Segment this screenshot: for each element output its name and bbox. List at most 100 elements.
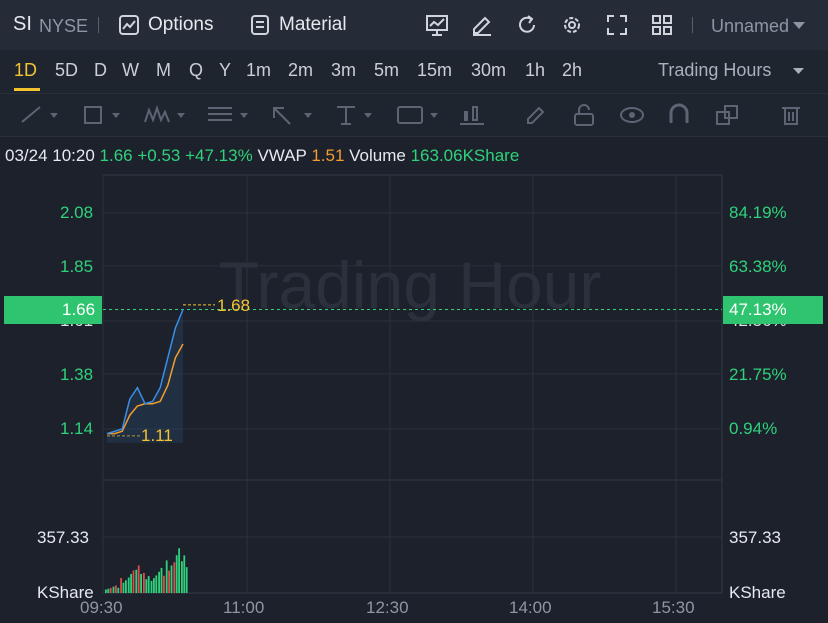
trash-icon[interactable] xyxy=(780,103,802,127)
indicator-icon[interactable] xyxy=(425,14,449,36)
arrow-tool-icon[interactable] xyxy=(270,104,316,126)
divider xyxy=(98,17,99,33)
percent-axis-label: 63.38% xyxy=(729,257,787,276)
rectangle-tool-icon[interactable] xyxy=(82,104,124,126)
layout-name-dropdown[interactable]: Unnamed xyxy=(711,16,790,36)
volume-axis-label: 357.33 xyxy=(37,528,89,547)
vwap-label: VWAP xyxy=(257,146,307,165)
trading-hour-watermark: Trading Hour xyxy=(219,248,602,322)
volume-bar xyxy=(105,589,107,593)
volume-bars xyxy=(105,548,188,593)
text-tool-icon[interactable] xyxy=(334,104,380,126)
layout-grid-icon[interactable] xyxy=(650,13,674,37)
candlestick-tool-icon[interactable] xyxy=(458,103,486,127)
volume-bar xyxy=(153,578,155,593)
volume-bar xyxy=(163,575,165,593)
timeframe-q[interactable]: Q xyxy=(189,60,204,80)
timeframe-3m[interactable]: 3m xyxy=(331,60,357,80)
timeframe-5d[interactable]: 5D xyxy=(55,60,79,80)
low-marker-label: 1.11 xyxy=(141,426,173,445)
volume-bar xyxy=(137,565,140,593)
top-bar: SI NYSE Options Material xyxy=(0,0,828,50)
time-axis-label: 15:30 xyxy=(652,598,695,617)
datetime-label: 03/24 10:20 xyxy=(5,146,95,165)
exchange-label: NYSE xyxy=(39,16,89,36)
drawing-toolbar xyxy=(0,93,828,137)
timeframe-2h[interactable]: 2h xyxy=(562,60,583,80)
symbol-label[interactable]: SI xyxy=(13,13,32,35)
volume-bar xyxy=(185,567,188,593)
timeframe-m[interactable]: M xyxy=(156,60,171,80)
volume-bar xyxy=(173,562,176,593)
volume-axis-unit: KShare xyxy=(729,583,786,602)
edit-icon[interactable] xyxy=(470,13,494,37)
refresh-icon[interactable] xyxy=(515,13,539,37)
annotation-tool-icon[interactable] xyxy=(396,104,442,126)
options-button[interactable]: Options xyxy=(148,14,214,35)
fullscreen-icon[interactable] xyxy=(605,13,629,37)
price-axis-label: 1.38 xyxy=(60,365,94,384)
last-price: 1.66 xyxy=(99,146,133,165)
volume-bar xyxy=(147,576,150,593)
document-icon[interactable] xyxy=(250,14,270,36)
timeframe-1m[interactable]: 1m xyxy=(246,60,272,80)
price-chart[interactable]: Trading Hour xyxy=(0,170,828,623)
chart-options-icon[interactable] xyxy=(118,14,140,36)
timeframe-15m[interactable]: 15m xyxy=(417,60,453,80)
volume-label: Volume xyxy=(349,146,406,165)
volume-bar xyxy=(112,586,115,593)
volume-bar xyxy=(178,548,180,593)
volume-bar xyxy=(140,574,142,593)
volume-bar xyxy=(135,569,138,593)
volume-bar xyxy=(165,560,168,593)
timeframe-5m[interactable]: 5m xyxy=(374,60,400,80)
volume-bar xyxy=(183,555,186,593)
volume-bar xyxy=(168,570,170,593)
vwap-value: 1.51 xyxy=(311,146,345,165)
volume-bar xyxy=(175,555,178,593)
magnet-icon[interactable] xyxy=(667,103,691,127)
price-series-line xyxy=(106,309,184,435)
settings-gear-icon[interactable] xyxy=(560,13,584,37)
copy-layers-icon[interactable] xyxy=(714,103,740,127)
chevron-down-icon[interactable] xyxy=(793,68,804,75)
material-button[interactable]: Material xyxy=(279,14,347,35)
volume-bar xyxy=(125,580,127,593)
trend-line-tool-icon[interactable] xyxy=(20,104,62,126)
volume-bar xyxy=(120,577,122,593)
volume-bar xyxy=(107,588,110,593)
volume-bar xyxy=(132,570,135,593)
divider xyxy=(692,17,693,33)
volume-bar xyxy=(115,585,117,593)
timeframe-y[interactable]: Y xyxy=(219,60,232,80)
chevron-down-icon[interactable] xyxy=(793,22,805,30)
pattern-tool-icon[interactable] xyxy=(143,104,189,126)
volume-axis-label: 357.33 xyxy=(729,528,781,547)
price-lines xyxy=(103,304,722,443)
quote-info-line: 03/24 10:20 1.66 +0.53 +47.13% VWAP 1.51… xyxy=(5,146,519,166)
unlock-icon[interactable] xyxy=(572,103,596,127)
timeframe-1h[interactable]: 1h xyxy=(525,60,546,80)
timeframe-1d[interactable]: 1D xyxy=(14,60,38,80)
timeframe-bar xyxy=(0,50,828,93)
percent-axis-label: 84.19% xyxy=(729,203,787,222)
time-axis-label: 14:00 xyxy=(509,598,552,617)
price-change-percent: +47.13% xyxy=(185,146,253,165)
chart-grid xyxy=(102,174,723,594)
price-axis-label: 1.85 xyxy=(60,257,94,276)
volume-bar xyxy=(170,565,173,593)
timeframe-d[interactable]: D xyxy=(94,60,107,80)
timeframe-30m[interactable]: 30m xyxy=(471,60,507,80)
session-selector[interactable]: Trading Hours xyxy=(658,60,772,80)
price-axis-label: 1.14 xyxy=(60,419,94,438)
brush-icon[interactable] xyxy=(524,103,548,127)
price-change: +0.53 xyxy=(137,146,181,165)
volume-bar xyxy=(127,577,130,593)
timeframe-2m[interactable]: 2m xyxy=(288,60,314,80)
percent-axis-label: 0.94% xyxy=(729,419,778,438)
fibonacci-tool-icon[interactable] xyxy=(206,104,252,126)
eye-icon[interactable] xyxy=(619,105,645,125)
timeframe-w[interactable]: W xyxy=(122,60,139,80)
volume-bar xyxy=(145,579,148,593)
active-timeframe-underline xyxy=(14,88,40,91)
